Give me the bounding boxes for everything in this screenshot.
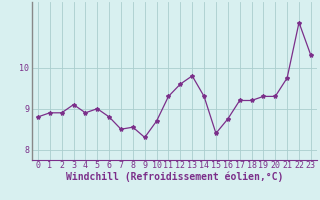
X-axis label: Windchill (Refroidissement éolien,°C): Windchill (Refroidissement éolien,°C)	[66, 172, 283, 182]
